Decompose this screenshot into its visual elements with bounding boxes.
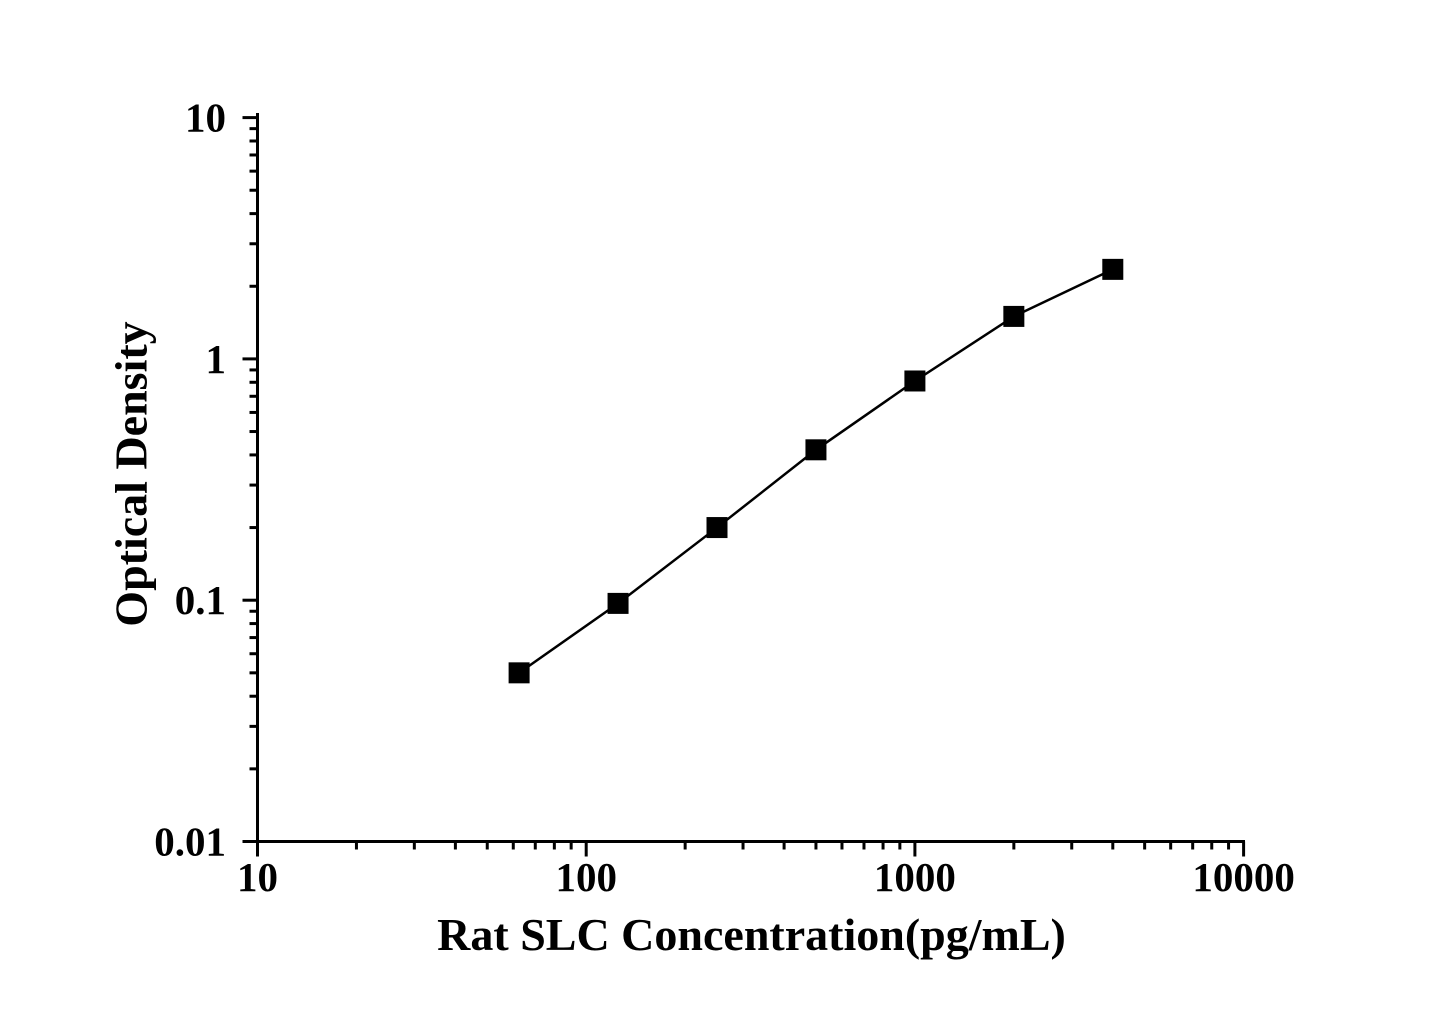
y-tick-label: 10 [185,95,226,141]
y-tick-label: 0.01 [154,819,226,865]
data-point-marker [508,662,530,684]
y-axis-title: Optical Density [105,321,157,627]
y-tick-label: 1 [206,336,227,382]
data-point-marker [904,370,926,392]
x-tick-label: 1000 [874,854,956,900]
data-point-marker [1003,305,1025,327]
x-axis-title: Rat SLC Concentration(pg/mL) [437,909,1066,960]
y-tick-label: 0.1 [175,577,226,623]
data-point-marker [607,592,629,614]
x-tick-label: 10 [237,854,278,900]
x-tick-label: 10000 [1192,854,1295,900]
axes-frame [256,113,1245,843]
data-point-marker [706,517,728,539]
data-point-marker [1102,258,1124,280]
data-point-marker [805,439,827,461]
x-tick-label: 100 [555,854,617,900]
